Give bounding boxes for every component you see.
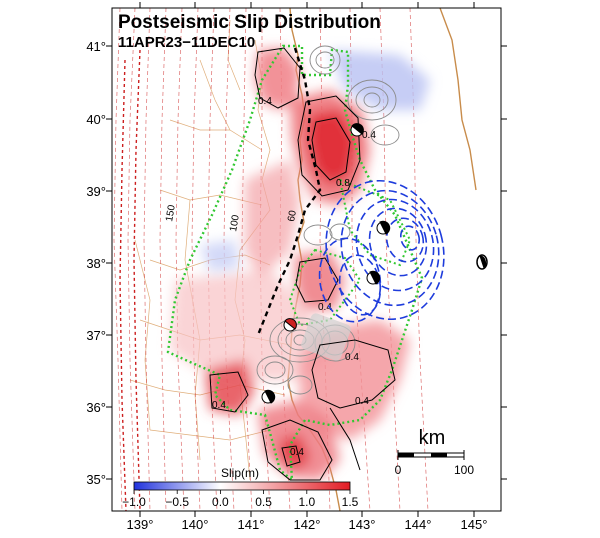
focal-mechanism-icon [376,220,391,235]
contour-label: 0.4 [345,352,359,363]
scale-bar-unit: km [419,427,446,449]
coastline-right [439,8,477,191]
lat-tick-label: 39° [86,184,106,199]
lat-tick-label: 41° [86,39,106,54]
focal-mechanisms [261,123,488,404]
axis-ticks [106,2,507,517]
focal-mechanism-icon [476,254,488,270]
lon-tick-label: 141° [238,517,265,532]
depth-label-60: 60 [286,209,299,222]
colorbar-tick-label: 1.0 [298,495,315,509]
colorbar: Slip(m) −1.0 −0.5 0.0 0.5 1.0 1.5 [122,466,359,509]
colorbar-tick-label: −1.0 [122,495,146,509]
lat-tick-label: 35° [86,472,106,487]
contour-label: 0.4 [290,447,304,458]
lon-tick-label: 144° [405,517,432,532]
lon-tick-label: 145° [461,517,488,532]
scale-bar-label: 0 [395,463,402,477]
negative-slip-contours [318,179,445,323]
lat-tick-label: 40° [86,112,106,127]
depth-label-150: 150 [164,204,178,223]
fault-model-inner-2 [338,178,412,267]
lon-tick-label: 142° [294,517,321,532]
colorbar-title: Slip(m) [221,466,259,480]
contour-label: 0.8 [336,178,350,189]
latitude-axis: 41° 40° 39° 38° 37° 36° 35° [86,39,106,487]
colorbar-tick-label: 1.5 [342,495,359,509]
contour-label: 0.4 [212,400,226,411]
colorbar-tick-label: −0.5 [165,495,189,509]
slab-depth-contours-bold [119,49,141,511]
scale-bar: km 0 100 [395,427,475,477]
focal-mechanism-icon [366,270,381,285]
lat-tick-label: 37° [86,328,106,343]
focal-mechanism-icon [283,318,297,332]
focal-mechanism-icon [261,389,276,404]
map-content: 0.4 0.4 0.8 0.4 0.4 0.4 0.4 0.4 150 100 … [112,8,488,511]
lon-tick-label: 139° [127,517,154,532]
longitude-axis: 139° 140° 141° 142° 143° 144° 145° [127,517,488,532]
focal-mechanism-icon [350,123,364,137]
slip-contours [209,47,396,481]
scale-bar-label: 100 [454,463,474,477]
negative-slip-areas [200,50,430,272]
lon-tick-label: 140° [182,517,209,532]
colorbar-tick-label: 0.0 [212,495,229,509]
lat-tick-label: 38° [86,256,106,271]
map-subtitle: 11APR23−11DEC10 [118,34,255,51]
slip-contour-labels: 0.4 0.4 0.8 0.4 0.4 0.4 0.4 0.4 [212,96,376,458]
colorbar-ticks: −1.0 −0.5 0.0 0.5 1.0 1.5 [122,490,359,509]
depth-label-100: 100 [228,214,242,233]
contour-label: 0.4 [362,130,376,141]
map-title: Postseismic Slip Distribution [118,12,381,33]
aftershock-block [301,313,351,361]
colorbar-tick-label: 0.5 [255,495,272,509]
contour-label: 0.4 [355,396,369,407]
contour-label: 0.4 [258,96,272,107]
contour-label: 0.4 [318,302,332,313]
slab-60km-line [256,47,322,336]
lon-tick-label: 143° [349,517,376,532]
lat-tick-label: 36° [86,400,106,415]
